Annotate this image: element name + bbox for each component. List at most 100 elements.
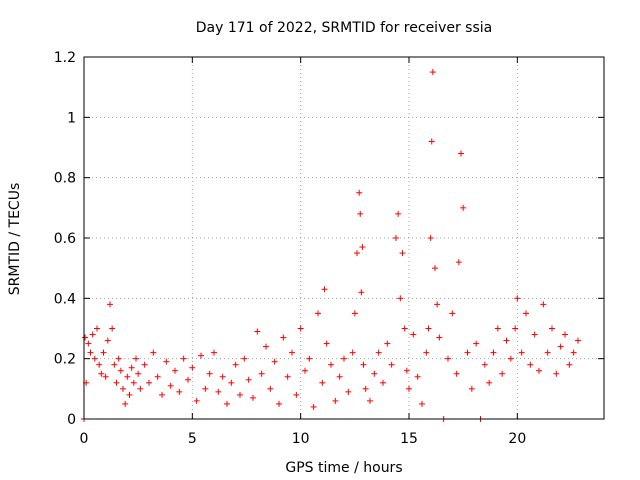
data-point (130, 379, 137, 386)
x-tick-label: 0 (80, 431, 89, 447)
y-tick-label: 0.6 (54, 231, 76, 247)
data-point (341, 355, 347, 362)
data-point (531, 331, 538, 338)
data-point (224, 400, 230, 407)
data-point (163, 358, 170, 365)
data-point (406, 385, 412, 392)
data-point (102, 373, 109, 380)
data-point (388, 361, 395, 368)
data-point (241, 355, 248, 362)
data-point (306, 355, 313, 362)
data-point (276, 400, 282, 407)
data-point (527, 361, 534, 368)
data-point (449, 310, 456, 317)
data-point (211, 349, 217, 356)
data-point (453, 370, 460, 377)
data-point (395, 210, 402, 217)
data-point (362, 385, 369, 392)
data-point (245, 376, 252, 383)
data-point (133, 355, 139, 362)
data-point (91, 355, 98, 362)
data-point (384, 340, 391, 347)
data-point (167, 382, 174, 389)
data-point (575, 337, 581, 344)
data-point (436, 334, 443, 341)
data-point (455, 259, 462, 266)
data-point (107, 301, 113, 308)
data-point (85, 340, 92, 347)
data-point (518, 349, 525, 356)
y-tick-label: 0.8 (54, 171, 76, 187)
data-point (414, 373, 421, 380)
data-point (141, 361, 148, 368)
data-point (367, 397, 373, 404)
data-point (198, 352, 204, 359)
data-point (359, 244, 366, 251)
data-point (464, 349, 471, 356)
data-point (434, 301, 441, 308)
data-point (499, 370, 506, 377)
data-point (351, 310, 358, 317)
data-point (345, 388, 352, 395)
data-point (267, 385, 274, 392)
grid (84, 57, 604, 419)
data-point (128, 364, 135, 371)
data-point (126, 391, 133, 398)
data-point (109, 325, 116, 332)
data-point (371, 370, 378, 377)
data-point (356, 189, 363, 196)
chart-title: Day 171 of 2022, SRMTID for receiver ssi… (196, 20, 492, 36)
data-point (401, 325, 408, 332)
data-point (428, 138, 435, 145)
data-point (113, 379, 120, 386)
data-point (172, 367, 178, 374)
data-point (549, 325, 555, 332)
data-point (514, 295, 521, 302)
data-point (302, 367, 308, 374)
data-point (87, 349, 94, 356)
data-point (315, 310, 321, 317)
data-point (473, 340, 480, 347)
y-axis-label: SRMTID / TECUs (7, 183, 23, 296)
data-point (328, 361, 334, 368)
data-point (180, 355, 187, 362)
data-point (176, 388, 183, 395)
data-point (258, 370, 265, 377)
data-point (82, 334, 89, 341)
data-point (566, 361, 573, 368)
data-point (159, 391, 165, 398)
data-point (490, 349, 497, 356)
data-point (419, 400, 425, 407)
data-point (427, 235, 434, 241)
data-point (137, 385, 144, 392)
data-point (410, 331, 417, 338)
data-point (503, 337, 510, 344)
data-point (557, 343, 564, 350)
data-point (486, 379, 493, 386)
x-tick-label: 20 (508, 431, 526, 447)
data-point (115, 355, 122, 362)
data-point (393, 235, 399, 241)
data-point (445, 355, 451, 362)
data-point (271, 358, 278, 365)
data-point (481, 361, 488, 368)
data-point (375, 349, 382, 356)
data-point (100, 349, 107, 356)
y-tick-label: 1.2 (54, 50, 76, 66)
data-point (399, 250, 406, 257)
y-tick-label: 0.2 (54, 352, 76, 368)
data-point (297, 325, 304, 332)
data-point (425, 325, 432, 332)
data-point (215, 388, 222, 395)
data-point (536, 367, 542, 374)
data-points (81, 69, 581, 422)
data-point (122, 400, 129, 407)
data-point (429, 69, 436, 76)
data-point (237, 391, 243, 398)
data-point (250, 394, 256, 401)
data-point (323, 340, 330, 347)
data-point (96, 361, 103, 368)
data-point (310, 403, 317, 410)
data-point (544, 349, 551, 356)
